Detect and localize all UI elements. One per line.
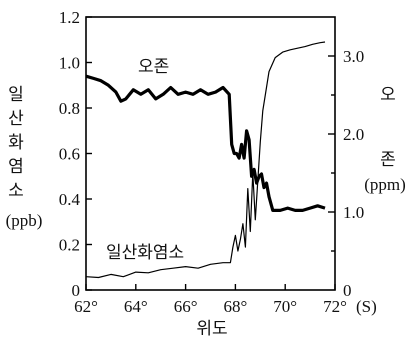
y-left-tick-label: 0.4: [59, 190, 81, 209]
y-right-tick-label: 3.0: [343, 47, 364, 66]
x-axis-label: 위도: [196, 319, 227, 339]
y-left-tick-label: 1.0: [59, 54, 80, 73]
annotation-ozone: 오존: [138, 57, 169, 77]
x-tick-label: 62°: [74, 297, 98, 316]
y-left-label-char: 산: [8, 109, 24, 129]
y-left-tick-label: 1.2: [59, 8, 80, 27]
y-right-tick-label: 0: [343, 281, 352, 300]
y-right-tick-label: 1.0: [343, 203, 364, 222]
y-left-label: 일 산 화 염 소 (ppb): [6, 85, 43, 230]
y-right-unit: (ppm): [364, 175, 406, 194]
y-left-label-char: 일: [8, 85, 24, 105]
y-right-tick-label: 2.0: [343, 125, 364, 144]
x-axis-unit: (S): [356, 297, 377, 316]
y-right-label-char: 존: [380, 150, 396, 170]
y-left-label-char: 염: [8, 157, 24, 177]
y-left-tick-label: 0: [72, 281, 81, 300]
y-left-label-char: 소: [8, 181, 24, 201]
ozone-series-line: [85, 74, 326, 212]
y-left-unit: (ppb): [6, 211, 43, 230]
x-tick-label: 64°: [124, 297, 148, 316]
ticks-layer: 62° 64° 66° 68° 70° 72°00.20.40.60.81.01.201.…: [59, 8, 365, 316]
y-right-label-char: 오: [380, 85, 396, 105]
y-left-tick-label: 0.8: [59, 99, 80, 118]
y-left-tick-label: 0.6: [59, 145, 80, 164]
x-tick-label: 72°: [323, 297, 347, 316]
x-tick-label: 70°: [273, 297, 297, 316]
y-left-tick-label: 0.2: [59, 236, 80, 255]
annotation-clo: 일산화염소: [106, 243, 184, 263]
chlorine-monoxide-series-line: [85, 41, 326, 279]
y-left-label-char: 화: [8, 133, 24, 153]
y-right-label: 오 존 (ppm): [364, 85, 406, 194]
x-tick-label: 68°: [223, 297, 247, 316]
x-tick-label: 66°: [174, 297, 198, 316]
series-layer: [85, 41, 326, 279]
